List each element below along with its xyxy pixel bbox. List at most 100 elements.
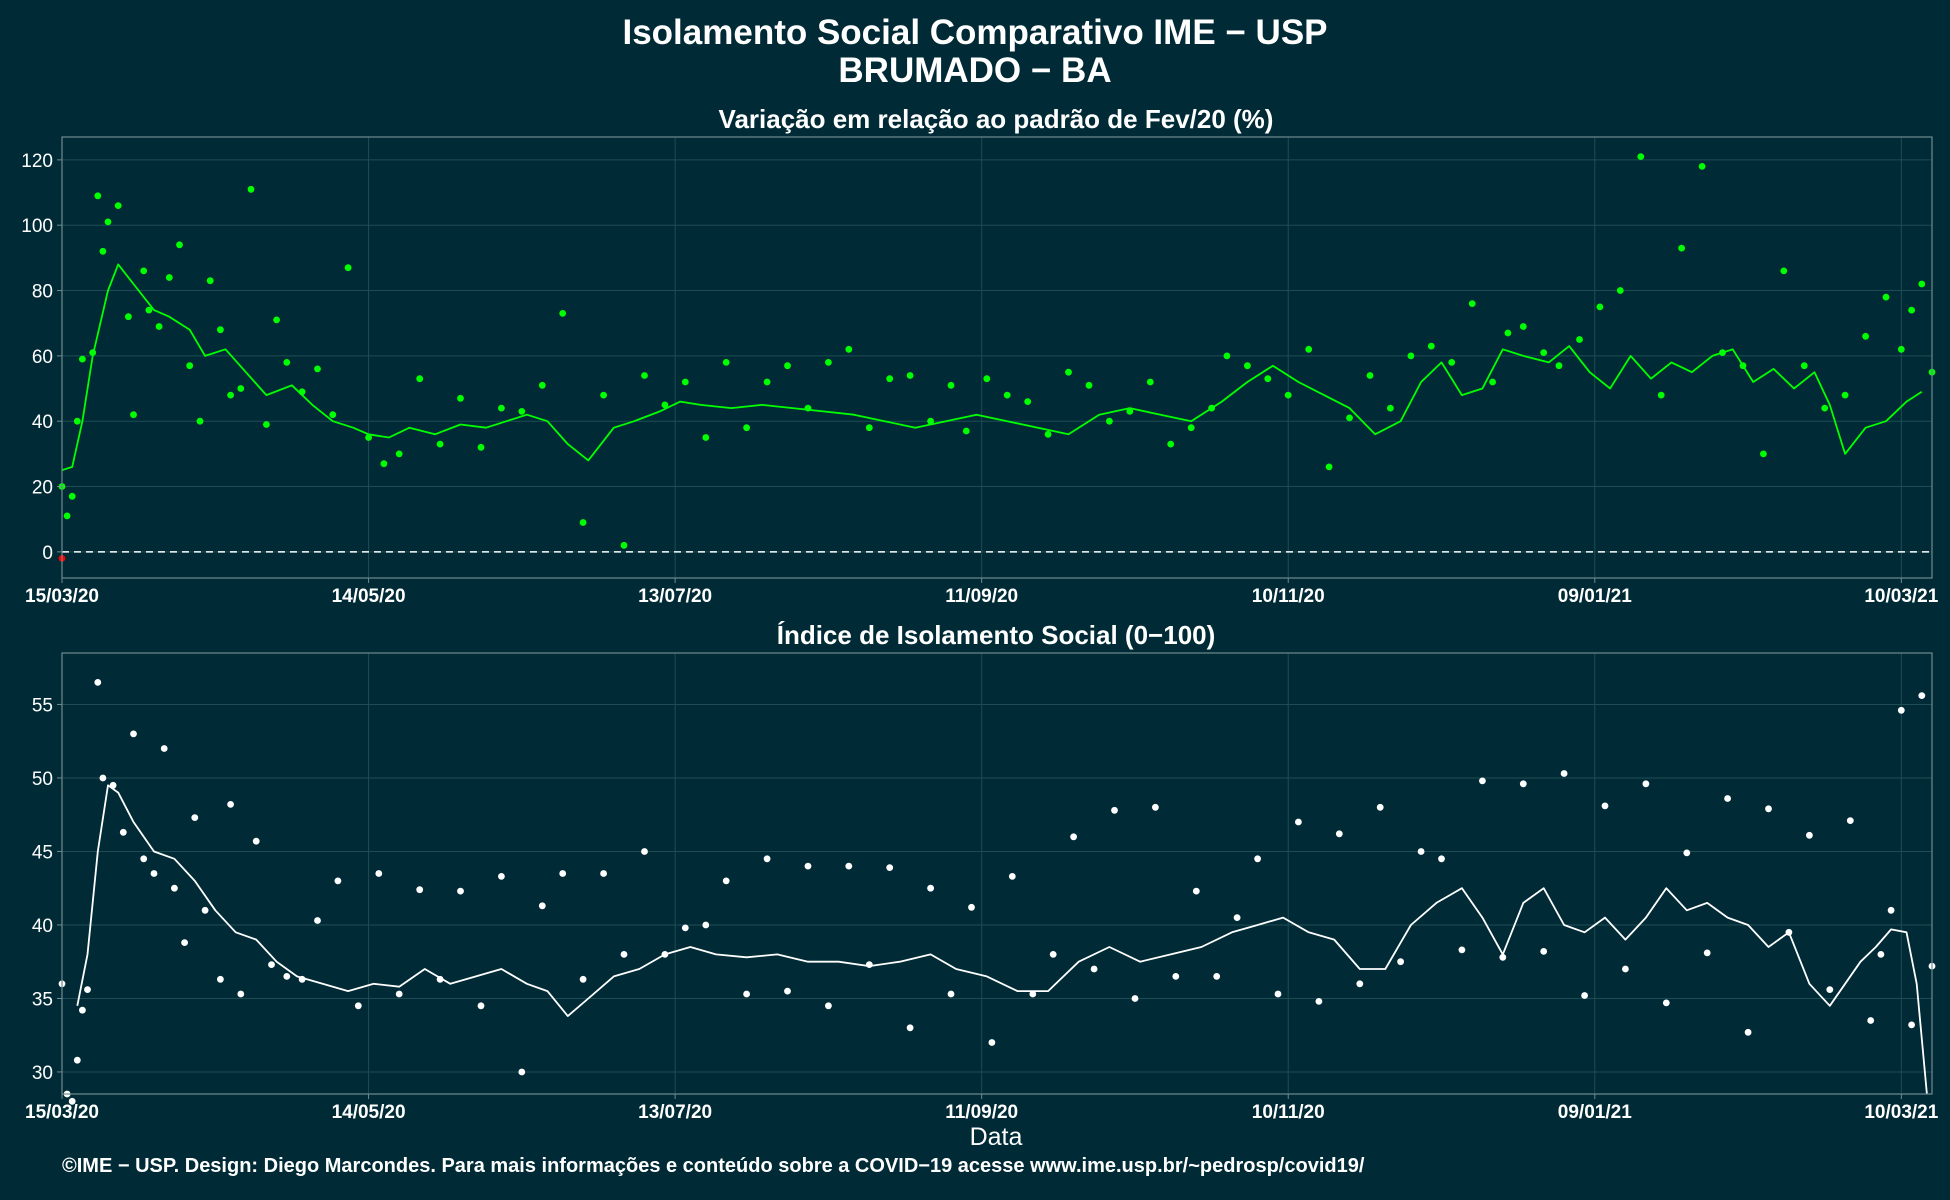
index-data-point — [79, 1006, 86, 1014]
index-data-point — [1438, 855, 1445, 863]
variation-data-point — [1003, 391, 1011, 399]
variation-data-point — [273, 316, 280, 324]
index-data-point — [1070, 833, 1077, 841]
variation-data-point — [104, 218, 112, 226]
x-tick-label: 15/03/20 — [25, 586, 99, 607]
x-tick-label: 10/11/20 — [1252, 586, 1325, 607]
index-data-point — [1560, 770, 1568, 777]
x-tick-label: 10/11/20 — [1252, 1102, 1325, 1123]
variation-data-point — [155, 323, 163, 330]
index-data-point — [1703, 949, 1711, 957]
chart-title: Isolamento Social Comparativo IME − USP — [622, 13, 1328, 52]
index-data-point — [1417, 848, 1425, 855]
variation-data-point — [416, 375, 424, 383]
index-data-point — [927, 884, 934, 892]
variation-data-point — [1387, 404, 1394, 412]
index-data-point — [217, 975, 224, 983]
variation-data-point — [1698, 163, 1706, 170]
index-data-point — [237, 990, 245, 998]
variation-data-point — [1616, 287, 1624, 294]
index-data-point — [314, 917, 321, 924]
y-tick-label: 40 — [32, 916, 53, 937]
index-data-point — [722, 877, 730, 885]
variation-data-point — [237, 385, 245, 392]
y-tick-label: 0 — [42, 543, 53, 564]
index-data-point — [538, 902, 546, 910]
index-data-point — [1295, 818, 1302, 826]
variation-data-point — [176, 241, 183, 249]
variation-data-point — [865, 424, 873, 432]
variation-data-point — [559, 310, 567, 317]
variation-data-point — [763, 378, 771, 386]
variation-data-point — [298, 388, 306, 396]
y-tick-label: 55 — [32, 695, 53, 716]
index-data-point — [600, 870, 607, 877]
variation-data-point — [681, 378, 689, 386]
variation-data-point — [1489, 378, 1496, 386]
y-tick-label: 100 — [21, 216, 53, 237]
index-data-point — [416, 886, 424, 894]
index-data-point — [1397, 958, 1404, 966]
index-data-point — [191, 814, 199, 821]
variation-data-point — [1044, 430, 1052, 438]
variation-data-point — [436, 440, 444, 448]
variation-data-point — [1780, 267, 1788, 275]
index-data-point — [283, 973, 291, 980]
variation-data-point — [217, 326, 224, 334]
y-tick-label: 50 — [32, 769, 53, 790]
variation-data-point — [1167, 440, 1175, 448]
index-data-point — [1479, 777, 1486, 785]
variation-data-point — [263, 421, 270, 428]
index-data-point — [579, 975, 587, 983]
panel2-title: Índice de Isolamento Social (0−100) — [777, 620, 1216, 650]
x-tick-label: 11/09/20 — [945, 1102, 1018, 1123]
index-data-point — [457, 887, 464, 895]
index-data-point — [804, 862, 812, 870]
variation-data-point — [1346, 414, 1353, 422]
y-tick-label: 60 — [32, 347, 53, 368]
variation-data-point — [1637, 153, 1645, 161]
index-data-point — [681, 924, 689, 932]
variation-data-point — [702, 434, 710, 441]
variation-data-point — [1555, 362, 1563, 370]
variation-data-point — [283, 359, 291, 366]
variation-data-point — [68, 492, 76, 500]
index-data-point — [1918, 692, 1926, 699]
variation-data-point — [1897, 345, 1905, 353]
x-tick-label: 15/03/20 — [25, 1102, 99, 1123]
variation-data-point — [196, 417, 204, 425]
index-data-point — [1908, 1021, 1915, 1029]
variation-data-point — [1427, 342, 1435, 350]
index-data-point — [825, 1002, 832, 1010]
variation-data-point — [1366, 372, 1374, 379]
variation-data-point — [89, 349, 97, 356]
variation-data-point — [477, 443, 485, 451]
index-data-point — [1683, 849, 1691, 857]
variation-data-point — [1305, 345, 1313, 353]
index-data-point — [160, 745, 168, 752]
variation-data-point — [641, 372, 648, 379]
panel1-frame — [61, 136, 1933, 579]
variation-data-point — [1187, 424, 1195, 432]
variation-data-point — [1407, 352, 1415, 360]
index-data-point — [1254, 855, 1261, 863]
x-tick-label: 13/07/20 — [638, 1102, 712, 1123]
index-data-point — [1662, 999, 1670, 1007]
variation-data-point — [743, 424, 750, 432]
variation-data-point — [538, 381, 546, 389]
footer-caption: ©IME − USP. Design: Diego Marcondes. Par… — [62, 1155, 1365, 1177]
index-data-point — [1274, 990, 1282, 998]
index-data-point — [1049, 951, 1057, 958]
index-data-point — [1785, 928, 1793, 936]
variation-data-point — [365, 434, 372, 441]
index-data-point — [227, 801, 235, 808]
index-data-point — [1111, 806, 1118, 814]
variation-data-point — [1223, 352, 1231, 360]
index-data-point — [1877, 951, 1885, 958]
variation-data-point — [1448, 359, 1456, 366]
index-data-point — [140, 855, 148, 863]
index-data-point — [763, 855, 771, 863]
x-tick-label: 10/03/21 — [1864, 586, 1938, 607]
variation-data-point — [314, 365, 321, 373]
variation-data-point — [395, 450, 403, 458]
